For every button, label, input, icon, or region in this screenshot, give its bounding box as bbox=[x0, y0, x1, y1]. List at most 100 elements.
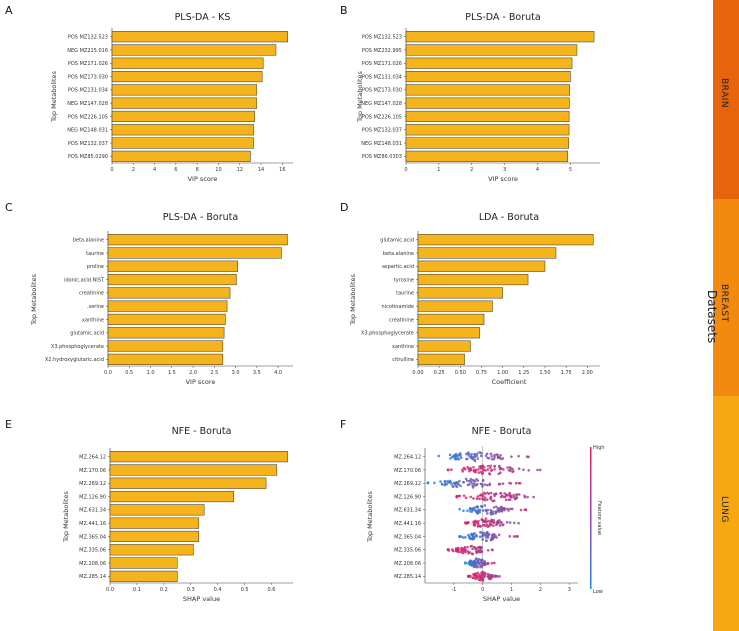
chart-d-category-label: creatinine bbox=[389, 317, 414, 323]
chart-f-point bbox=[494, 574, 497, 577]
chart-f-point bbox=[480, 454, 483, 458]
chart-f-point bbox=[466, 466, 470, 469]
chart-f-point bbox=[466, 521, 469, 524]
chart-e-bar bbox=[109, 451, 288, 463]
chart-f-point bbox=[492, 457, 496, 461]
chart-f-point bbox=[474, 557, 478, 561]
chart-e-bar bbox=[109, 464, 278, 476]
chart-b-title: PLS-DA - Boruta bbox=[465, 12, 540, 23]
chart-f-point bbox=[499, 492, 502, 495]
chart-f-point bbox=[489, 538, 493, 542]
chart-f-point bbox=[480, 561, 484, 565]
chart-b-xtick-label: 1 bbox=[437, 167, 440, 173]
chart-d-category-label: X3.phosphoglycerate bbox=[361, 331, 414, 337]
chart-f-point bbox=[473, 560, 477, 564]
chart-f-point bbox=[495, 453, 499, 456]
chart-f-point bbox=[508, 493, 512, 496]
chart-f-point bbox=[493, 453, 496, 457]
chart-a-xtick-label: 16 bbox=[279, 167, 285, 173]
chart-f-point bbox=[433, 481, 436, 485]
chart-f-point bbox=[490, 512, 493, 515]
chart-f-point bbox=[479, 470, 483, 474]
chart-a-xtick-label: 0 bbox=[110, 167, 113, 173]
chart-f-point bbox=[498, 482, 502, 486]
chart-f-point bbox=[496, 507, 500, 511]
chart-f-point bbox=[498, 575, 501, 578]
chart-f-point bbox=[506, 494, 509, 497]
chart-f-point bbox=[473, 532, 476, 535]
chart-f-point bbox=[512, 521, 516, 525]
chart-f-point bbox=[527, 468, 531, 472]
chart-f-point bbox=[440, 482, 444, 486]
chart-e-xtick-label: 0.5 bbox=[241, 587, 249, 593]
chart-f-point bbox=[486, 523, 489, 526]
chart-c-xtick-label: 3.5 bbox=[253, 370, 261, 376]
chart-f-point bbox=[461, 468, 464, 472]
panel-letter-d: D bbox=[340, 201, 349, 214]
chart-f-point bbox=[487, 533, 491, 536]
chart-f-point bbox=[465, 479, 469, 483]
chart-c-xtick-label: 0.5 bbox=[125, 370, 133, 376]
chart-f-xtick-label: 0 bbox=[481, 587, 484, 593]
chart-f-title: NFE - Boruta bbox=[472, 426, 532, 437]
chart-c-bar bbox=[107, 300, 228, 312]
chart-f-point bbox=[476, 560, 480, 564]
chart-f-point bbox=[503, 492, 506, 495]
chart-f-point bbox=[497, 472, 501, 476]
chart-f-point bbox=[455, 481, 459, 484]
chart-f-point bbox=[470, 532, 473, 536]
chart-f-point bbox=[474, 577, 477, 581]
chart-f-point bbox=[449, 457, 452, 460]
chart-f-category-label: MZ.335.06 bbox=[394, 548, 421, 554]
chart-b-category-label: POS MZ232.995 bbox=[362, 48, 402, 54]
chart-d-category-label: nicotinamide bbox=[382, 304, 414, 310]
chart-f-point bbox=[490, 454, 493, 458]
chart-f-point bbox=[466, 550, 470, 553]
chart-f-point bbox=[486, 549, 490, 552]
chart-f-point bbox=[465, 457, 469, 461]
chart-f-colorbar-high: High bbox=[593, 445, 605, 451]
chart-f-category-label: MZ.365.04 bbox=[394, 534, 421, 540]
chart-f-point bbox=[499, 505, 503, 509]
chart-f-point bbox=[483, 496, 487, 500]
chart-f-point bbox=[519, 508, 523, 512]
chart-f-point bbox=[491, 574, 495, 577]
chart-f-point bbox=[461, 551, 465, 555]
chart-a-xtick-label: 14 bbox=[258, 167, 264, 173]
chart-e-bar bbox=[109, 530, 200, 543]
chart-e-category-label: MZ.365.04 bbox=[79, 534, 106, 540]
chart-f-point bbox=[460, 546, 464, 550]
chart-f-point bbox=[469, 562, 473, 565]
chart-f-point bbox=[477, 519, 480, 523]
chart-a-category-label: POS MZ173.030 bbox=[68, 74, 108, 80]
chart-f-point bbox=[501, 523, 505, 526]
chart-f-point bbox=[467, 533, 470, 537]
chart-f-point bbox=[492, 506, 496, 509]
chart-f-point bbox=[490, 523, 493, 526]
chart-c-category-label: creatinine bbox=[79, 291, 104, 297]
chart-c-category-label: .serine bbox=[87, 304, 104, 310]
chart-f-point bbox=[481, 509, 485, 512]
chart-f-point bbox=[509, 467, 513, 470]
chart-f-xtick-label: -1 bbox=[451, 587, 456, 593]
chart-d-xtick-label: 0.25 bbox=[434, 370, 445, 376]
chart-d-bar bbox=[417, 287, 503, 299]
chart-f-point bbox=[453, 482, 457, 486]
chart-e-bar bbox=[109, 504, 205, 516]
chart-f-point bbox=[510, 455, 513, 458]
chart-f-point bbox=[508, 521, 512, 524]
chart-f-point bbox=[509, 482, 513, 485]
chart-d-bar bbox=[417, 300, 493, 312]
chart-f-point bbox=[484, 454, 488, 458]
chart-f-point bbox=[472, 573, 475, 576]
chart-e-category-label: MZ.285.14 bbox=[79, 574, 106, 580]
chart-f-point bbox=[451, 549, 455, 553]
chart-f-point bbox=[487, 577, 491, 580]
chart-f-xtick-label: 2 bbox=[539, 587, 542, 593]
chart-f-point bbox=[497, 533, 501, 537]
chart-f-point bbox=[483, 520, 486, 524]
chart-b-category-label: NEG MZ147.028 bbox=[361, 101, 402, 107]
chart-a-xtick-label: 8 bbox=[196, 167, 199, 173]
chart-f-point bbox=[474, 468, 478, 472]
chart-a-category-label: POS MZ132.037 bbox=[68, 141, 108, 147]
